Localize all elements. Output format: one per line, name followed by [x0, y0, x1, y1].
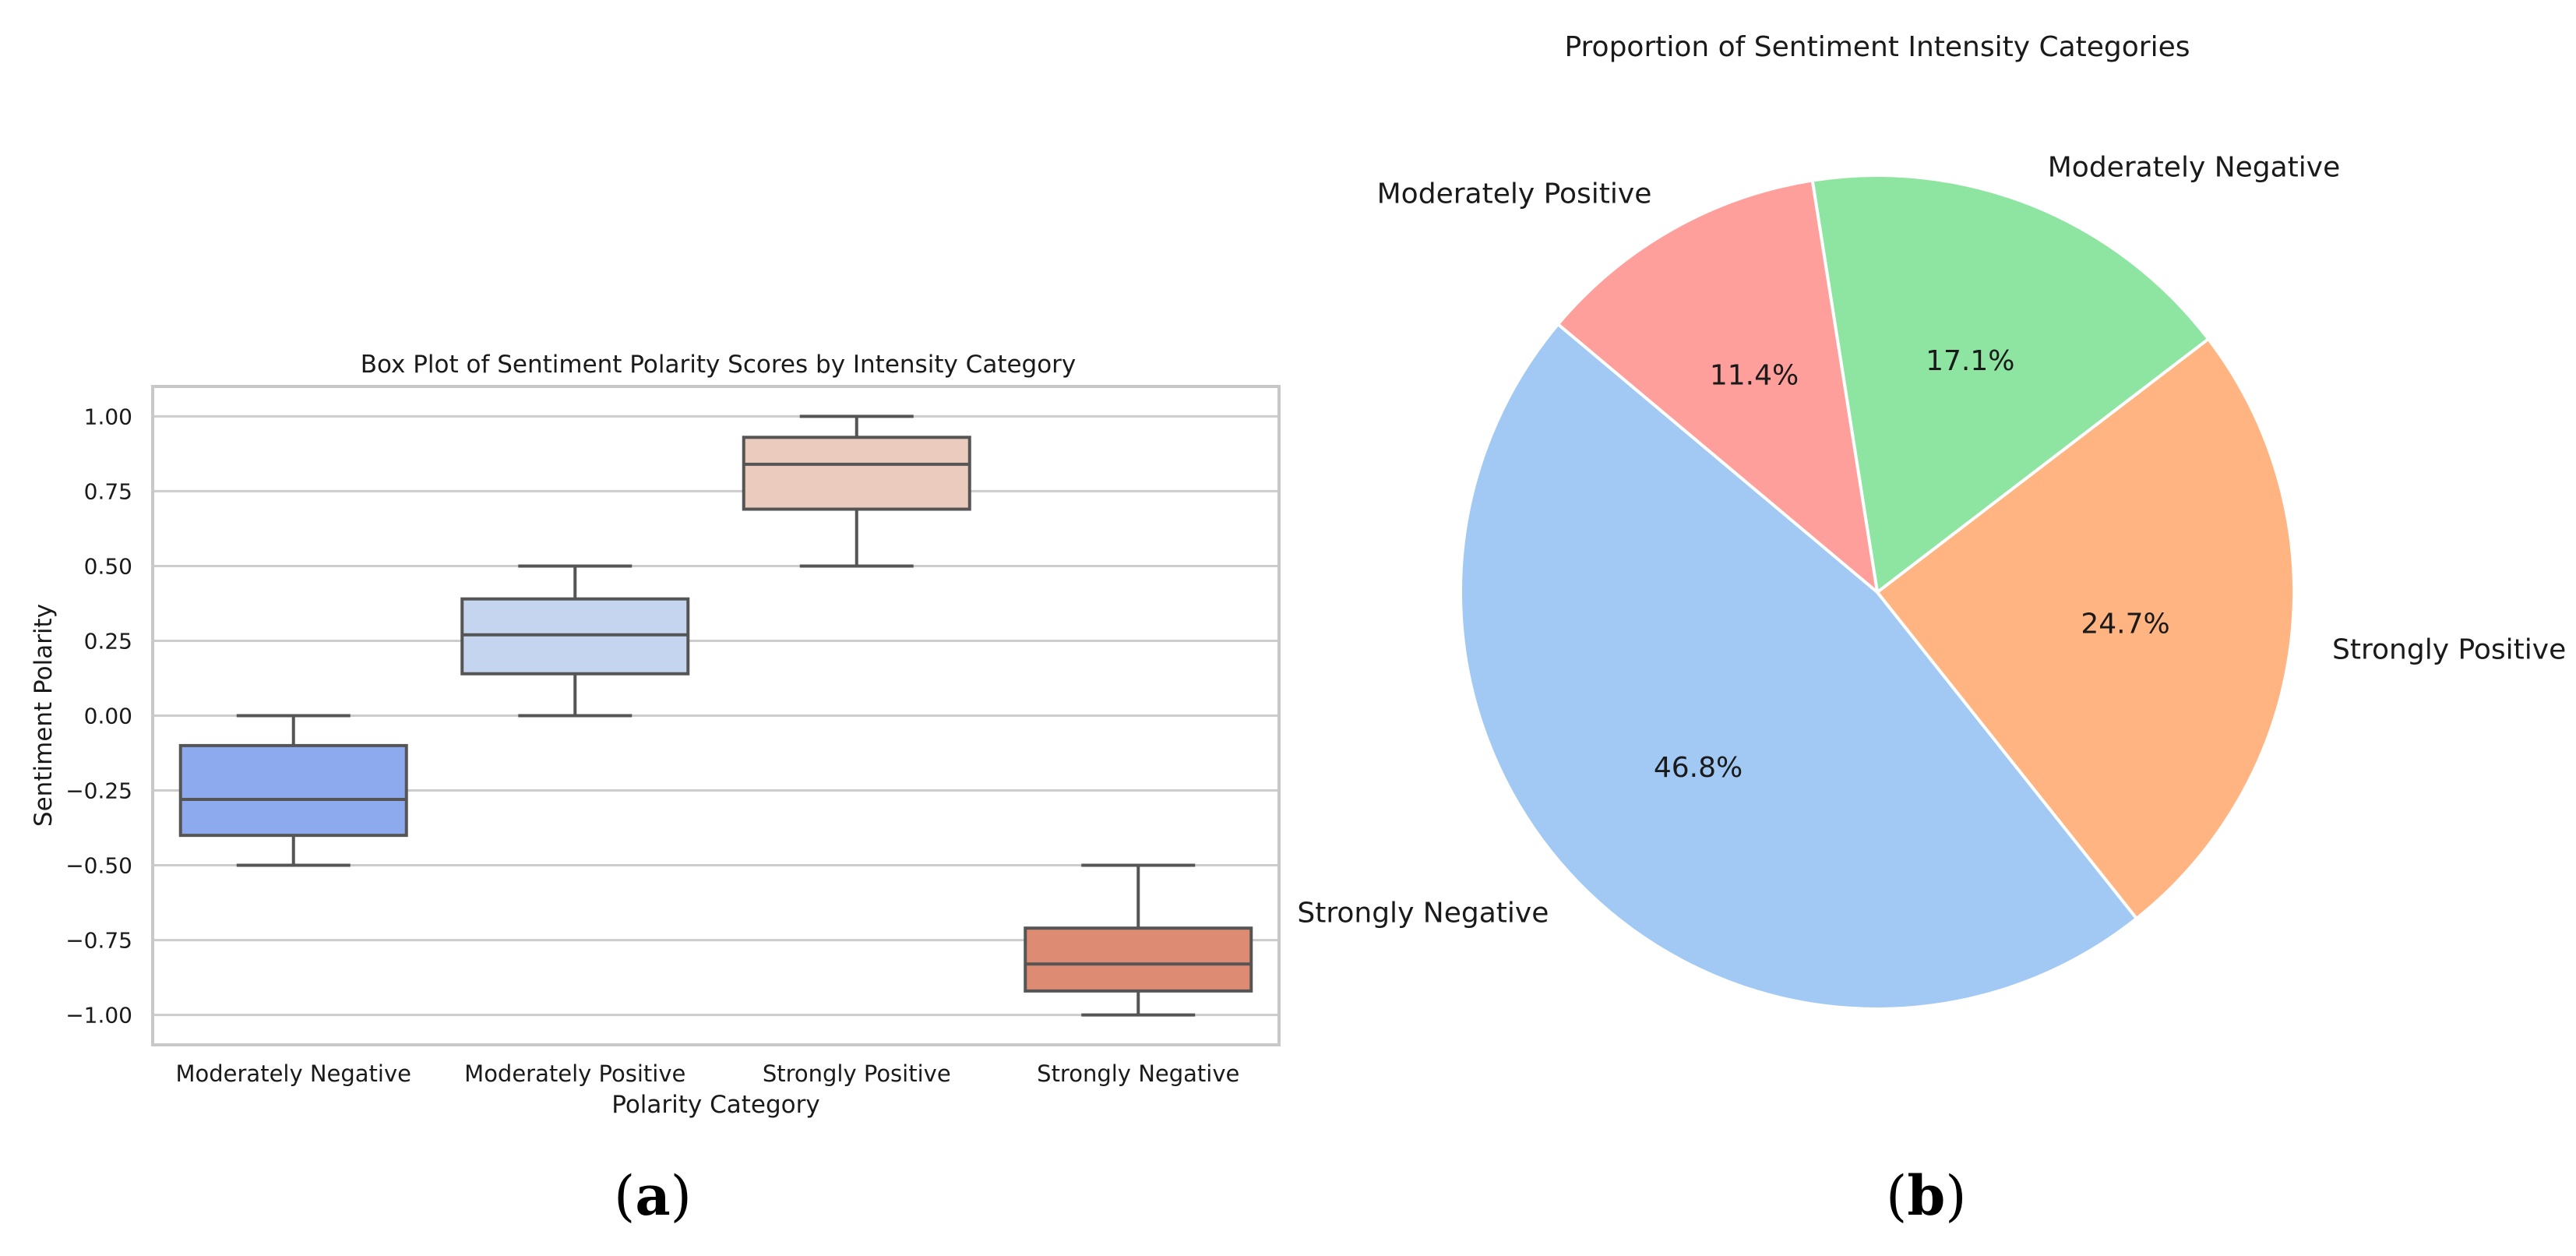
- pie-slice-strongly-positive: [1876, 337, 2296, 920]
- box-moderately-negative: [178, 714, 408, 867]
- pie-percentage-label: 46.8%: [1654, 752, 1743, 784]
- pie-category-labels: Strongly Negative Strongly Positive Modera…: [1297, 152, 2566, 930]
- pie-chart-title: Proportion of Sentiment Intensity Catego…: [1564, 31, 2190, 63]
- pie-percentage-labels: 46.8% 24.7% 17.1% 11.4%: [1654, 345, 2170, 784]
- caption-b-letter: b: [1907, 1163, 1946, 1228]
- box-plot-panel: Box Plot of Sentiment Polarity Scores by…: [30, 351, 1281, 1119]
- box-plot-y-axis-label: Sentiment Polarity: [30, 604, 58, 827]
- box-plot-x-axis-label: Polarity Category: [611, 1091, 819, 1119]
- pie-slice-moderately-negative: [1810, 174, 2211, 594]
- caption-b: (b): [1886, 1163, 1967, 1228]
- pie-percentage-label: 11.4%: [1710, 360, 1799, 392]
- pie-category-label: Strongly Negative: [1297, 898, 1549, 930]
- box-moderately-positive: [460, 564, 690, 718]
- pie-percentage-label: 24.7%: [2081, 608, 2169, 640]
- box-plot-frame: [151, 385, 1281, 1046]
- box-plot-x-ticks: Moderately Negative Moderately Positive St…: [175, 1060, 1239, 1087]
- pie-category-label: Moderately Negative: [2048, 152, 2341, 184]
- x-tick-label: Moderately Negative: [175, 1060, 411, 1087]
- pie-slice-moderately-positive: [1556, 178, 1879, 594]
- caption-a: (a): [614, 1163, 692, 1228]
- y-tick-label: 0.25: [84, 628, 132, 654]
- y-tick-label: 1.00: [84, 404, 132, 429]
- pie-percentage-label: 17.1%: [1926, 345, 2014, 377]
- pie-category-label: Moderately Positive: [1377, 178, 1652, 210]
- iqr-box: [742, 436, 971, 511]
- y-tick-label: 0.75: [84, 478, 132, 504]
- pie-slices: [1459, 174, 2296, 1011]
- x-tick-label: Moderately Positive: [464, 1060, 685, 1087]
- y-tick-label: −0.75: [65, 928, 132, 954]
- box-strongly-positive: [742, 415, 971, 568]
- pie-chart-panel: Proportion of Sentiment Intensity Catego…: [1297, 31, 2566, 1011]
- y-tick-label: 0.00: [84, 704, 132, 729]
- box-plot-boxes: [178, 415, 1253, 1017]
- y-tick-label: 0.50: [84, 553, 132, 579]
- y-tick-label: −0.50: [65, 853, 132, 879]
- iqr-box: [1024, 926, 1253, 993]
- iqr-box: [178, 743, 408, 838]
- box-strongly-negative: [1024, 863, 1253, 1017]
- pie-category-label: Strongly Positive: [2332, 633, 2566, 665]
- box-plot-y-ticks: 1.00 0.75 0.50 0.25 0.00 −0.25 −0.50 −0.75 −1.00: [65, 404, 132, 1028]
- x-tick-label: Strongly Negative: [1037, 1060, 1239, 1087]
- box-plot-title: Box Plot of Sentiment Polarity Scores by…: [361, 351, 1077, 379]
- x-tick-label: Strongly Positive: [763, 1060, 951, 1087]
- y-tick-label: −0.25: [65, 778, 132, 804]
- y-tick-label: −1.00: [65, 1003, 132, 1028]
- caption-a-letter: a: [635, 1163, 671, 1228]
- pie-slice-strongly-negative: [1459, 323, 2138, 1011]
